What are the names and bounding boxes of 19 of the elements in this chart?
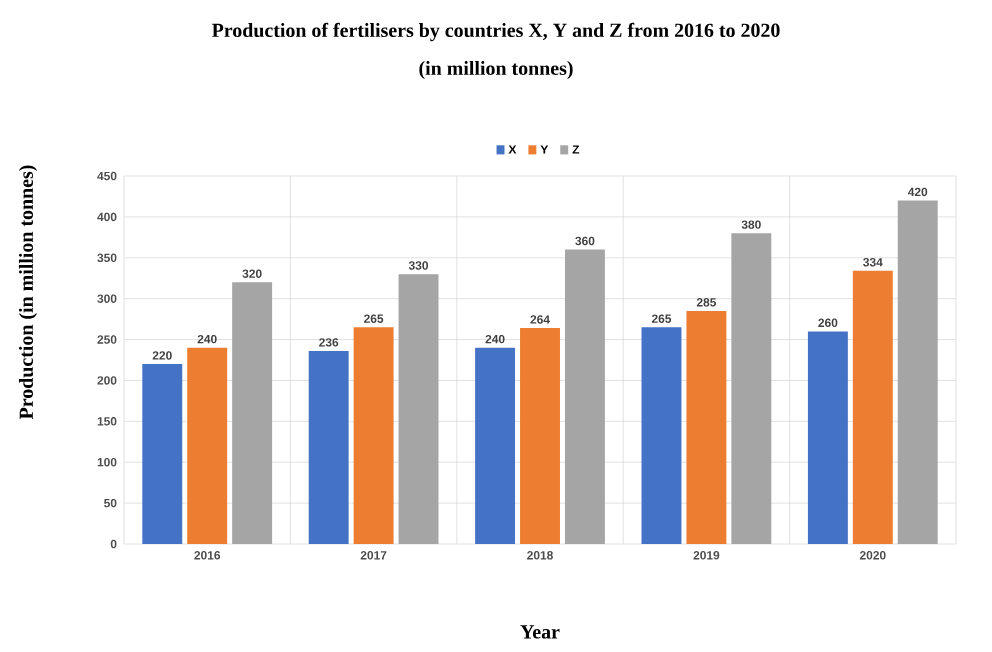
bar bbox=[852, 270, 893, 544]
bar bbox=[731, 233, 772, 544]
chart-title: Production of fertilisers by countries X, Y and Z from 2016 to 2020 bbox=[211, 22, 780, 42]
y-axis-title: Production (in million tonnes) bbox=[18, 165, 38, 420]
bar bbox=[897, 200, 938, 544]
bar bbox=[232, 282, 273, 544]
bar bbox=[142, 364, 183, 544]
bar bbox=[686, 310, 727, 544]
bar bbox=[807, 331, 848, 544]
chart-subtitle: (in million tonnes) bbox=[419, 60, 573, 80]
bar bbox=[187, 347, 228, 544]
bar bbox=[520, 328, 560, 544]
x-axis-title: Year bbox=[520, 625, 560, 639]
bar bbox=[398, 274, 439, 544]
bar bbox=[308, 351, 349, 544]
bar bbox=[564, 249, 605, 544]
bar bbox=[641, 327, 682, 544]
bar bbox=[353, 327, 394, 544]
bar bbox=[475, 347, 516, 544]
